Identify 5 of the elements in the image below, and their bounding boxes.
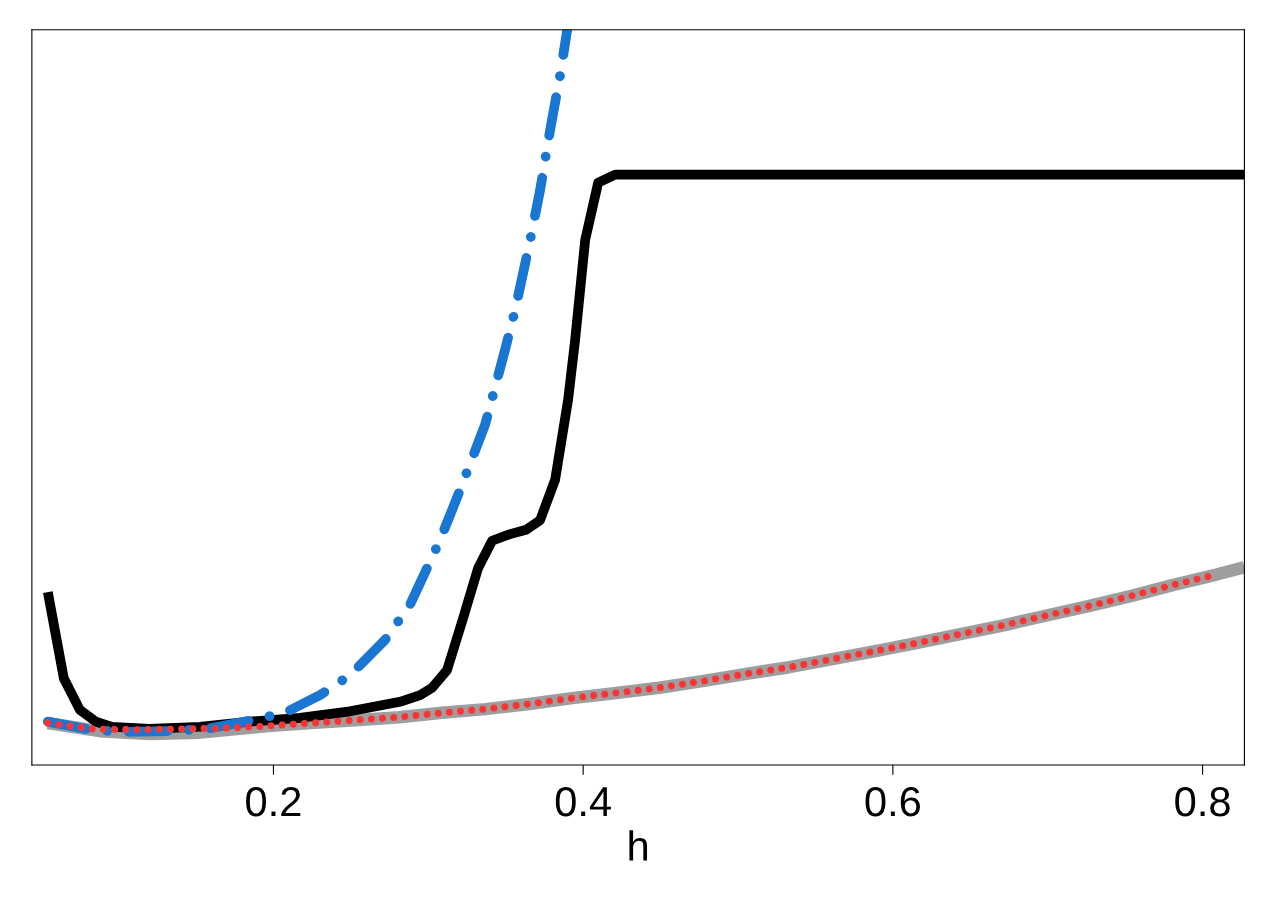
x-axis-title: h [629, 830, 648, 861]
x-tick-label: 0.8 [1175, 786, 1230, 817]
x-tick-label: 0.4 [555, 786, 611, 817]
x-tick-label: 0.6 [865, 786, 921, 817]
x-tick-label: 0.2 [246, 786, 301, 817]
